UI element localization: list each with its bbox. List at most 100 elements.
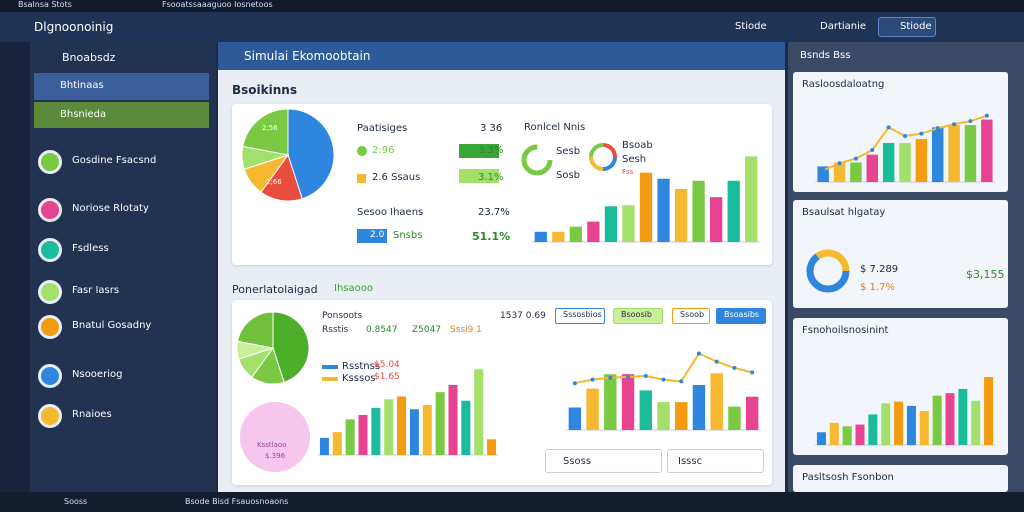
- label: Ksstlaoo: [257, 441, 287, 449]
- point: [608, 375, 613, 380]
- label: Fsooatssaaaguoo Iosnetoos: [162, 0, 273, 9]
- bar: [674, 188, 688, 242]
- tab-bar: [0, 0, 1024, 12]
- label[interactable]: Noriose Rlotaty: [72, 203, 149, 214]
- label: Ponsoots: [322, 311, 363, 321]
- icon-rail: [0, 42, 30, 492]
- bar: [422, 405, 432, 455]
- label: Bsnds Bss: [800, 50, 851, 61]
- label[interactable]: Isssc: [678, 456, 703, 467]
- nav-selected: [34, 102, 209, 128]
- label: Simulai Ekomoobtain: [244, 49, 371, 63]
- label[interactable]: Bsoosib: [621, 310, 652, 319]
- label[interactable]: Ssoss: [563, 456, 592, 467]
- chart: [815, 377, 995, 446]
- bar: [552, 231, 565, 242]
- bar: [604, 206, 618, 242]
- nav-icon: [38, 280, 62, 304]
- bar: [448, 385, 458, 455]
- button: [545, 449, 662, 473]
- label: Fss: [622, 168, 634, 176]
- card: [793, 465, 1008, 492]
- point: [626, 374, 631, 379]
- label[interactable]: Fsdless: [72, 243, 109, 254]
- ring-segment: [589, 143, 617, 171]
- label: Pasltsosh Fsonbon: [802, 472, 894, 483]
- point: [696, 351, 701, 356]
- point: [750, 370, 755, 375]
- nav-icon: [38, 150, 62, 174]
- pie-slice: [287, 108, 335, 200]
- label: $.396: [265, 452, 286, 460]
- label: 0.8547: [366, 325, 398, 335]
- bar: [358, 415, 368, 455]
- bar: [639, 172, 653, 242]
- legend-swatch: [322, 365, 338, 369]
- bar: [981, 119, 993, 182]
- label: Z5047: [412, 325, 442, 335]
- bar: [906, 405, 916, 445]
- nav-icon: [38, 198, 62, 222]
- label[interactable]: Bnatul Gosadny: [72, 320, 152, 331]
- point: [952, 122, 957, 127]
- bar: [745, 396, 759, 430]
- bar: [675, 402, 688, 430]
- bar: [855, 424, 865, 445]
- point: [919, 131, 924, 136]
- point: [643, 374, 648, 378]
- legend-box: [357, 229, 387, 243]
- point: [968, 119, 973, 124]
- label: Ronlcel Nnis: [524, 122, 586, 133]
- label[interactable]: Dartianie: [820, 21, 867, 32]
- nav-icon: [38, 364, 62, 388]
- label[interactable]: Gosdine Fsacsnd: [72, 155, 157, 166]
- bar: [639, 390, 652, 430]
- point: [714, 359, 719, 364]
- bar: [604, 374, 617, 430]
- bar: [657, 402, 670, 430]
- pink-circle: [240, 402, 310, 472]
- chart: [532, 156, 760, 243]
- nav-icon: [38, 315, 62, 339]
- label[interactable]: Stiode: [735, 21, 767, 32]
- bar: [534, 231, 547, 242]
- bar: [569, 226, 582, 242]
- label[interactable]: Bsoasibs: [724, 310, 760, 319]
- label[interactable]: Nsooeriog: [72, 369, 123, 380]
- button: [672, 308, 710, 324]
- label: Bnoabsdz: [62, 51, 116, 64]
- label[interactable]: Bhtinaas: [60, 80, 104, 91]
- donut-segment: [806, 249, 850, 293]
- label: Bsoab: [622, 140, 653, 151]
- chart: [815, 113, 995, 183]
- label: Ponerlatolaigad: [232, 283, 318, 296]
- button: [716, 308, 766, 324]
- label: 2;56: [262, 124, 278, 132]
- bar: [692, 385, 706, 430]
- nav-icon: [38, 238, 62, 262]
- label[interactable]: Bhsnieda: [60, 109, 107, 120]
- bar: [984, 377, 994, 445]
- ring-segment: [521, 144, 553, 176]
- label[interactable]: Stiode: [900, 21, 932, 32]
- label[interactable]: Fasr Iasrs: [72, 285, 120, 296]
- bar: [882, 143, 895, 182]
- label: 23.7%: [478, 207, 510, 218]
- bar: [461, 400, 471, 455]
- bar: [568, 407, 582, 430]
- label[interactable]: Rnaioes: [72, 409, 112, 420]
- point: [590, 377, 595, 382]
- label[interactable]: Sssosbios: [563, 310, 602, 319]
- bar: [728, 406, 741, 430]
- bar: [948, 125, 960, 182]
- label: Sooss: [64, 497, 88, 506]
- point: [886, 125, 891, 130]
- bar: [622, 205, 635, 242]
- label[interactable]: Ssoob: [680, 310, 705, 319]
- point: [853, 156, 858, 161]
- label: 2.0: [370, 230, 385, 240]
- label: 2:96: [372, 145, 395, 156]
- bar: [487, 439, 497, 455]
- chart: [318, 369, 498, 456]
- chart: [806, 249, 850, 293]
